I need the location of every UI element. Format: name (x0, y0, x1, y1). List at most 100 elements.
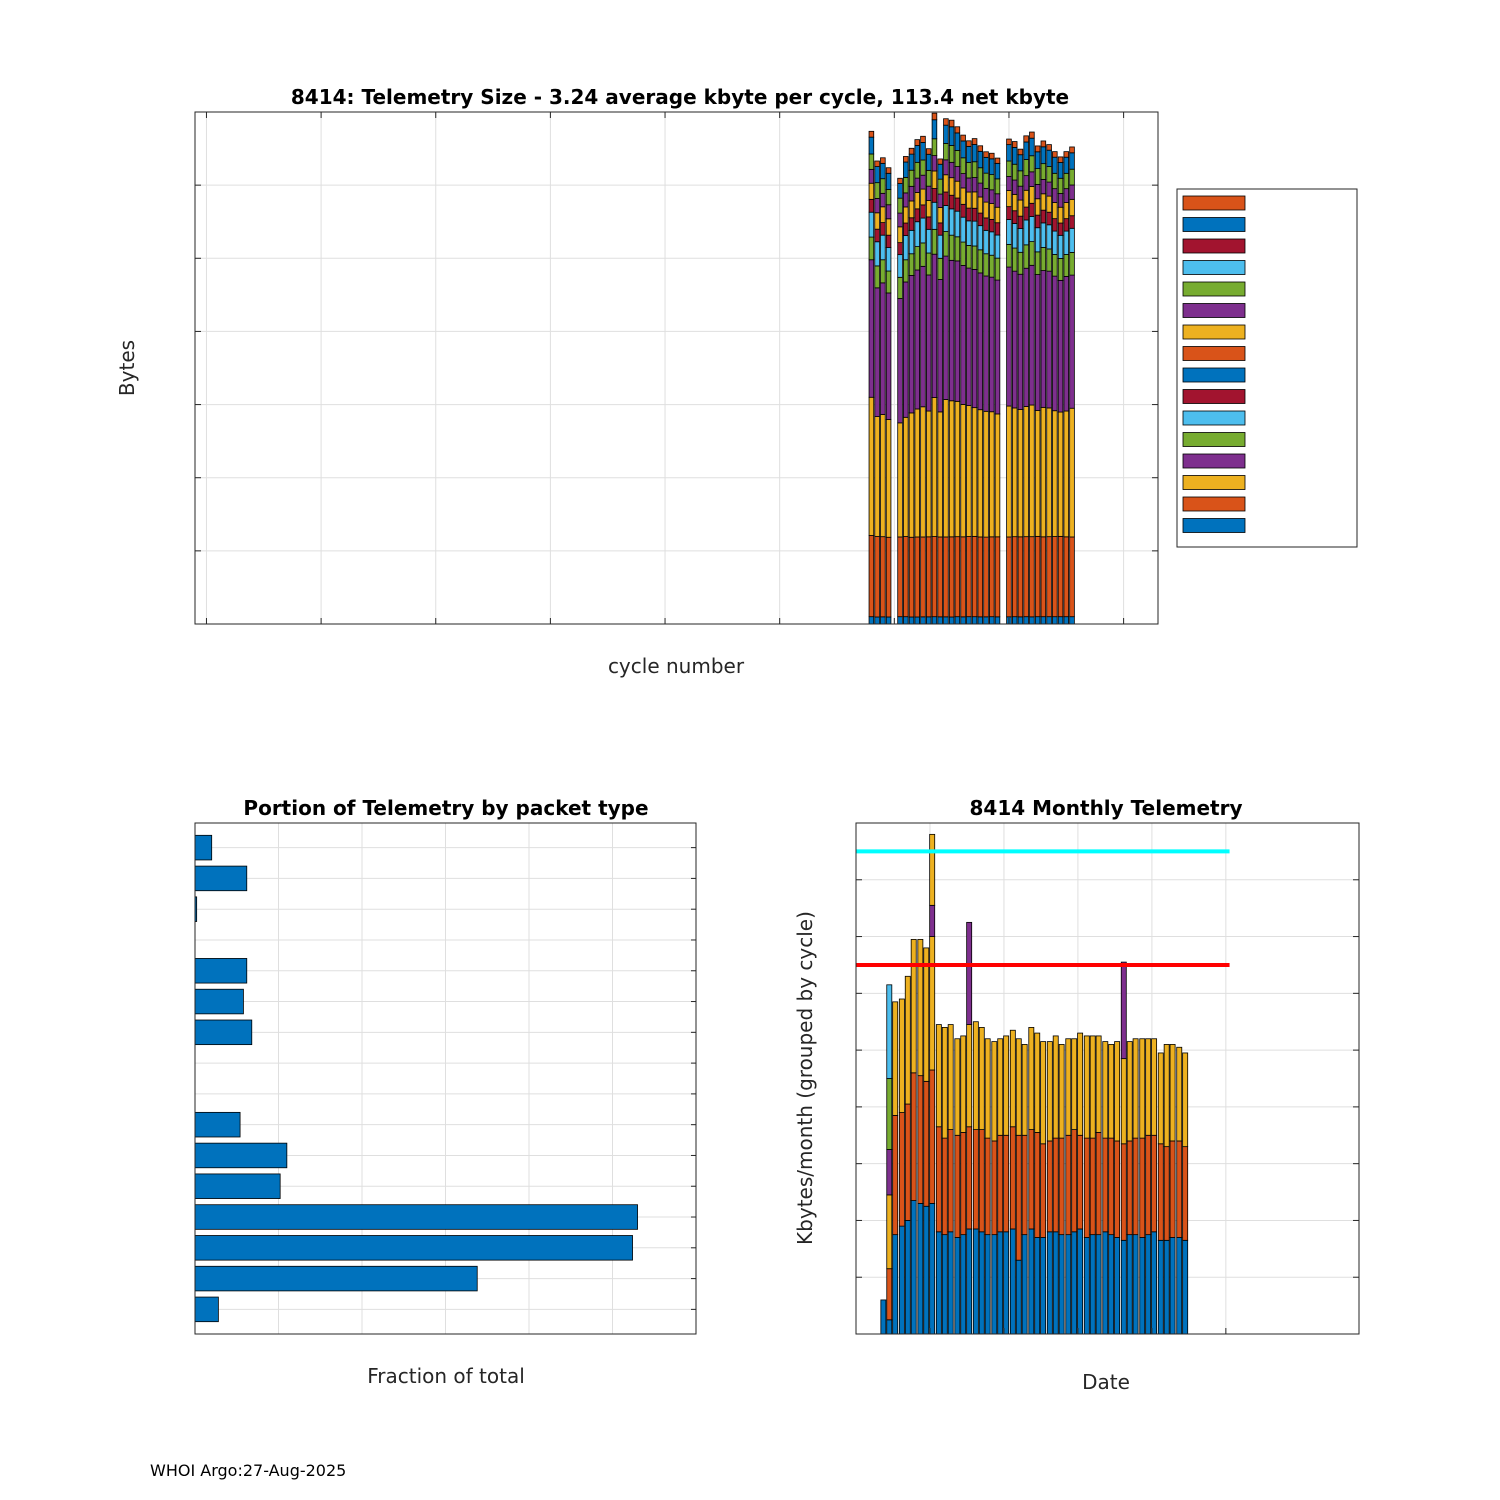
bar-segment (1034, 145, 1041, 153)
bar-segment (1145, 1038, 1152, 1136)
bar-segment (880, 178, 886, 194)
bar-segment (960, 187, 966, 205)
bar-segment (1040, 1143, 1047, 1238)
x-axis-label: Fraction of total (367, 1364, 525, 1388)
bar-segment (908, 147, 915, 155)
bar-segment (966, 177, 972, 193)
bar-segment (937, 207, 943, 224)
bar-segment (1023, 536, 1029, 618)
bar-segment (1006, 144, 1012, 162)
bar-segment (989, 276, 995, 413)
bar-segment (966, 616, 972, 625)
bar-segment (1034, 168, 1041, 185)
bar-segment (914, 269, 921, 410)
bar-segment (1057, 206, 1064, 224)
bar-segment (897, 276, 903, 299)
bar-segment (897, 183, 903, 199)
bar-segment (1011, 616, 1018, 625)
bar-segment (977, 150, 984, 169)
bar-segment (1114, 1237, 1121, 1335)
bar-segment (904, 975, 911, 1105)
bar-segment (1057, 193, 1064, 208)
bar-segment (989, 174, 995, 191)
bar-segment (948, 259, 955, 402)
legend-swatch (1182, 389, 1246, 404)
y-axis-label: Bytes (115, 340, 139, 396)
bar-segment (1057, 258, 1064, 281)
bar-segment (1052, 156, 1058, 174)
ticks (855, 822, 1359, 1335)
bar-segment (1015, 1038, 1022, 1136)
bar-segment (1028, 1027, 1035, 1131)
bar-segment (898, 998, 905, 1113)
bar-segment (880, 259, 886, 284)
bar-segment (960, 1234, 967, 1335)
legend-swatch (1182, 410, 1246, 426)
bar-segment (886, 1319, 893, 1335)
bar-segment (948, 400, 955, 538)
bar-segment (943, 255, 949, 400)
bar-segment (1151, 1231, 1158, 1335)
bar-segment (903, 259, 909, 283)
bar-segment (983, 201, 989, 219)
bar-segment (925, 536, 932, 618)
bar-segment (874, 160, 880, 167)
bar-segment (1071, 1129, 1078, 1233)
bar-segment (925, 216, 932, 230)
bar-segment (960, 173, 966, 189)
bar-segment (937, 536, 943, 618)
bar-segment (971, 161, 978, 178)
telemetry-size-chart: 8414: Telemetry Size - 3.24 average kbyt… (115, 85, 1358, 678)
bar-segment (943, 191, 949, 206)
bar-segment (1046, 270, 1052, 409)
bar-segment (920, 265, 926, 408)
legend-swatch (1182, 238, 1246, 254)
bar-segment (914, 536, 921, 618)
bar-segment (931, 112, 938, 121)
bar-segment (1057, 616, 1064, 625)
bar-segment (948, 126, 955, 146)
bar-segment (1029, 131, 1035, 139)
bar-segment (966, 536, 972, 618)
bar-segment (960, 134, 966, 142)
bar (194, 988, 244, 1015)
bar-segment (935, 1126, 942, 1233)
bar-segment (943, 118, 949, 126)
bar-segment (994, 257, 1001, 281)
bar-segment (989, 152, 995, 160)
bar-segment (874, 287, 880, 417)
ticks (691, 847, 696, 1310)
bar-segment (1058, 1137, 1065, 1236)
bar-segment (1046, 407, 1052, 538)
bar-segment (971, 138, 978, 145)
bar-segment (874, 212, 880, 230)
bar-segment (1011, 210, 1018, 224)
bar-segment (971, 191, 978, 209)
bar-segment (1114, 1140, 1121, 1238)
bar-segment (994, 616, 1001, 625)
bar-segment (937, 158, 943, 165)
bar-segment (1052, 202, 1058, 220)
bar-segment (948, 145, 955, 163)
bar-segment (977, 167, 984, 184)
bar-segment (994, 279, 1001, 415)
bar-segment (994, 413, 1001, 538)
bar-segment (1006, 266, 1012, 407)
axes-box (194, 111, 1159, 625)
bar-segment (983, 253, 989, 277)
bar-segment (954, 616, 961, 625)
bar-segment (989, 218, 995, 233)
bar-segment (1089, 1137, 1096, 1236)
bar-segment (1182, 1052, 1189, 1148)
bar-segment (903, 616, 909, 625)
legend-swatch (1182, 367, 1246, 383)
bar-segment (941, 1137, 948, 1236)
bar-segment (1052, 616, 1058, 625)
bar-segment (960, 241, 966, 266)
bar-segment (1046, 166, 1052, 183)
bar-segment (1040, 616, 1047, 625)
bar-segment (1063, 202, 1070, 220)
bar-segment (925, 148, 932, 155)
bar-segment (1052, 1035, 1059, 1139)
bar-segment (920, 204, 926, 219)
